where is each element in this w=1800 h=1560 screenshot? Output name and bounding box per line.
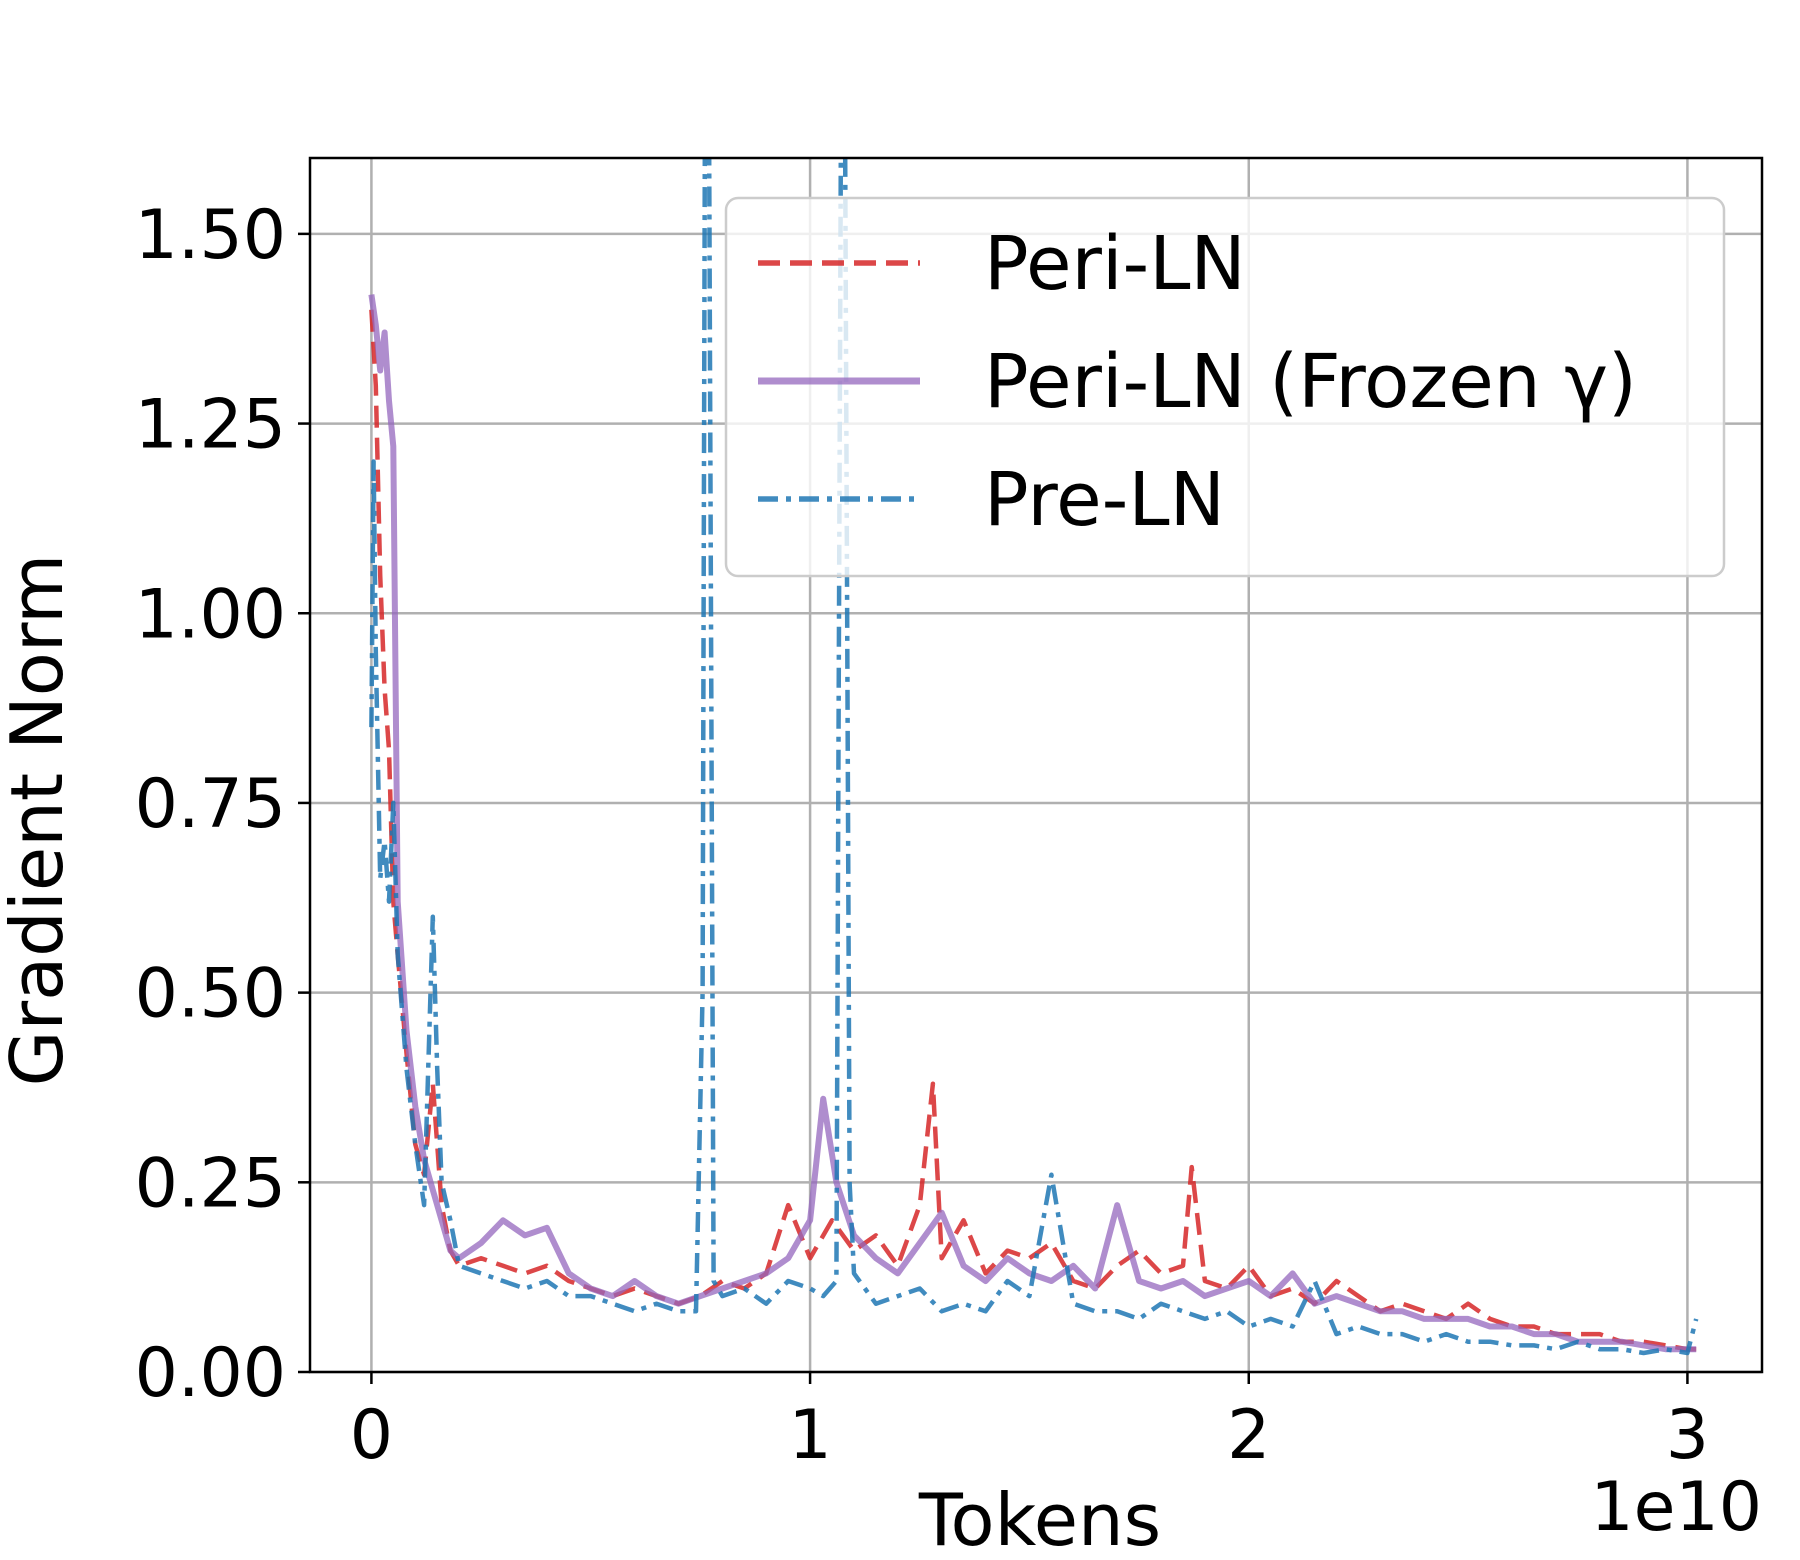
x-axis-label: Tokens	[918, 1478, 1161, 1560]
legend-label-3: Pre-LN	[984, 457, 1225, 543]
y-axis-label: Gradient Norm	[0, 554, 79, 1087]
y-tick-label: 1.00	[135, 575, 286, 654]
series-line-2	[368, 294, 1697, 1353]
y-tick-label: 0.00	[135, 1334, 286, 1413]
y-tick-label: 1.25	[135, 386, 286, 465]
legend: Peri-LN Peri-LN (Frozen γ) Pre-LN	[724, 196, 1726, 578]
y-tick-label: 0.25	[135, 1144, 286, 1223]
y-tick-label: 1.50	[135, 196, 286, 275]
x-axis-offset-label: 1e10	[1590, 1468, 1762, 1547]
legend-label-2: Peri-LN (Frozen γ)	[984, 339, 1637, 425]
x-tick-label: 3	[1666, 1396, 1709, 1475]
x-tick-label: 2	[1227, 1396, 1270, 1475]
axes-layer: 0 1 2 3 0.00 0.25 0.50 0.75 1.00 1.25 1.50	[135, 156, 1764, 1475]
legend-box	[724, 196, 1726, 578]
series-line-3	[369, 158, 1699, 1356]
legend-label-1: Peri-LN	[984, 221, 1246, 307]
y-tick-label: 0.50	[135, 955, 286, 1034]
x-tick-label: 0	[350, 1396, 393, 1475]
plot-frame	[308, 156, 1764, 1374]
y-tick-label: 0.75	[135, 765, 286, 844]
series-layer	[368, 158, 1699, 1356]
x-tick-label: 1	[788, 1396, 831, 1475]
